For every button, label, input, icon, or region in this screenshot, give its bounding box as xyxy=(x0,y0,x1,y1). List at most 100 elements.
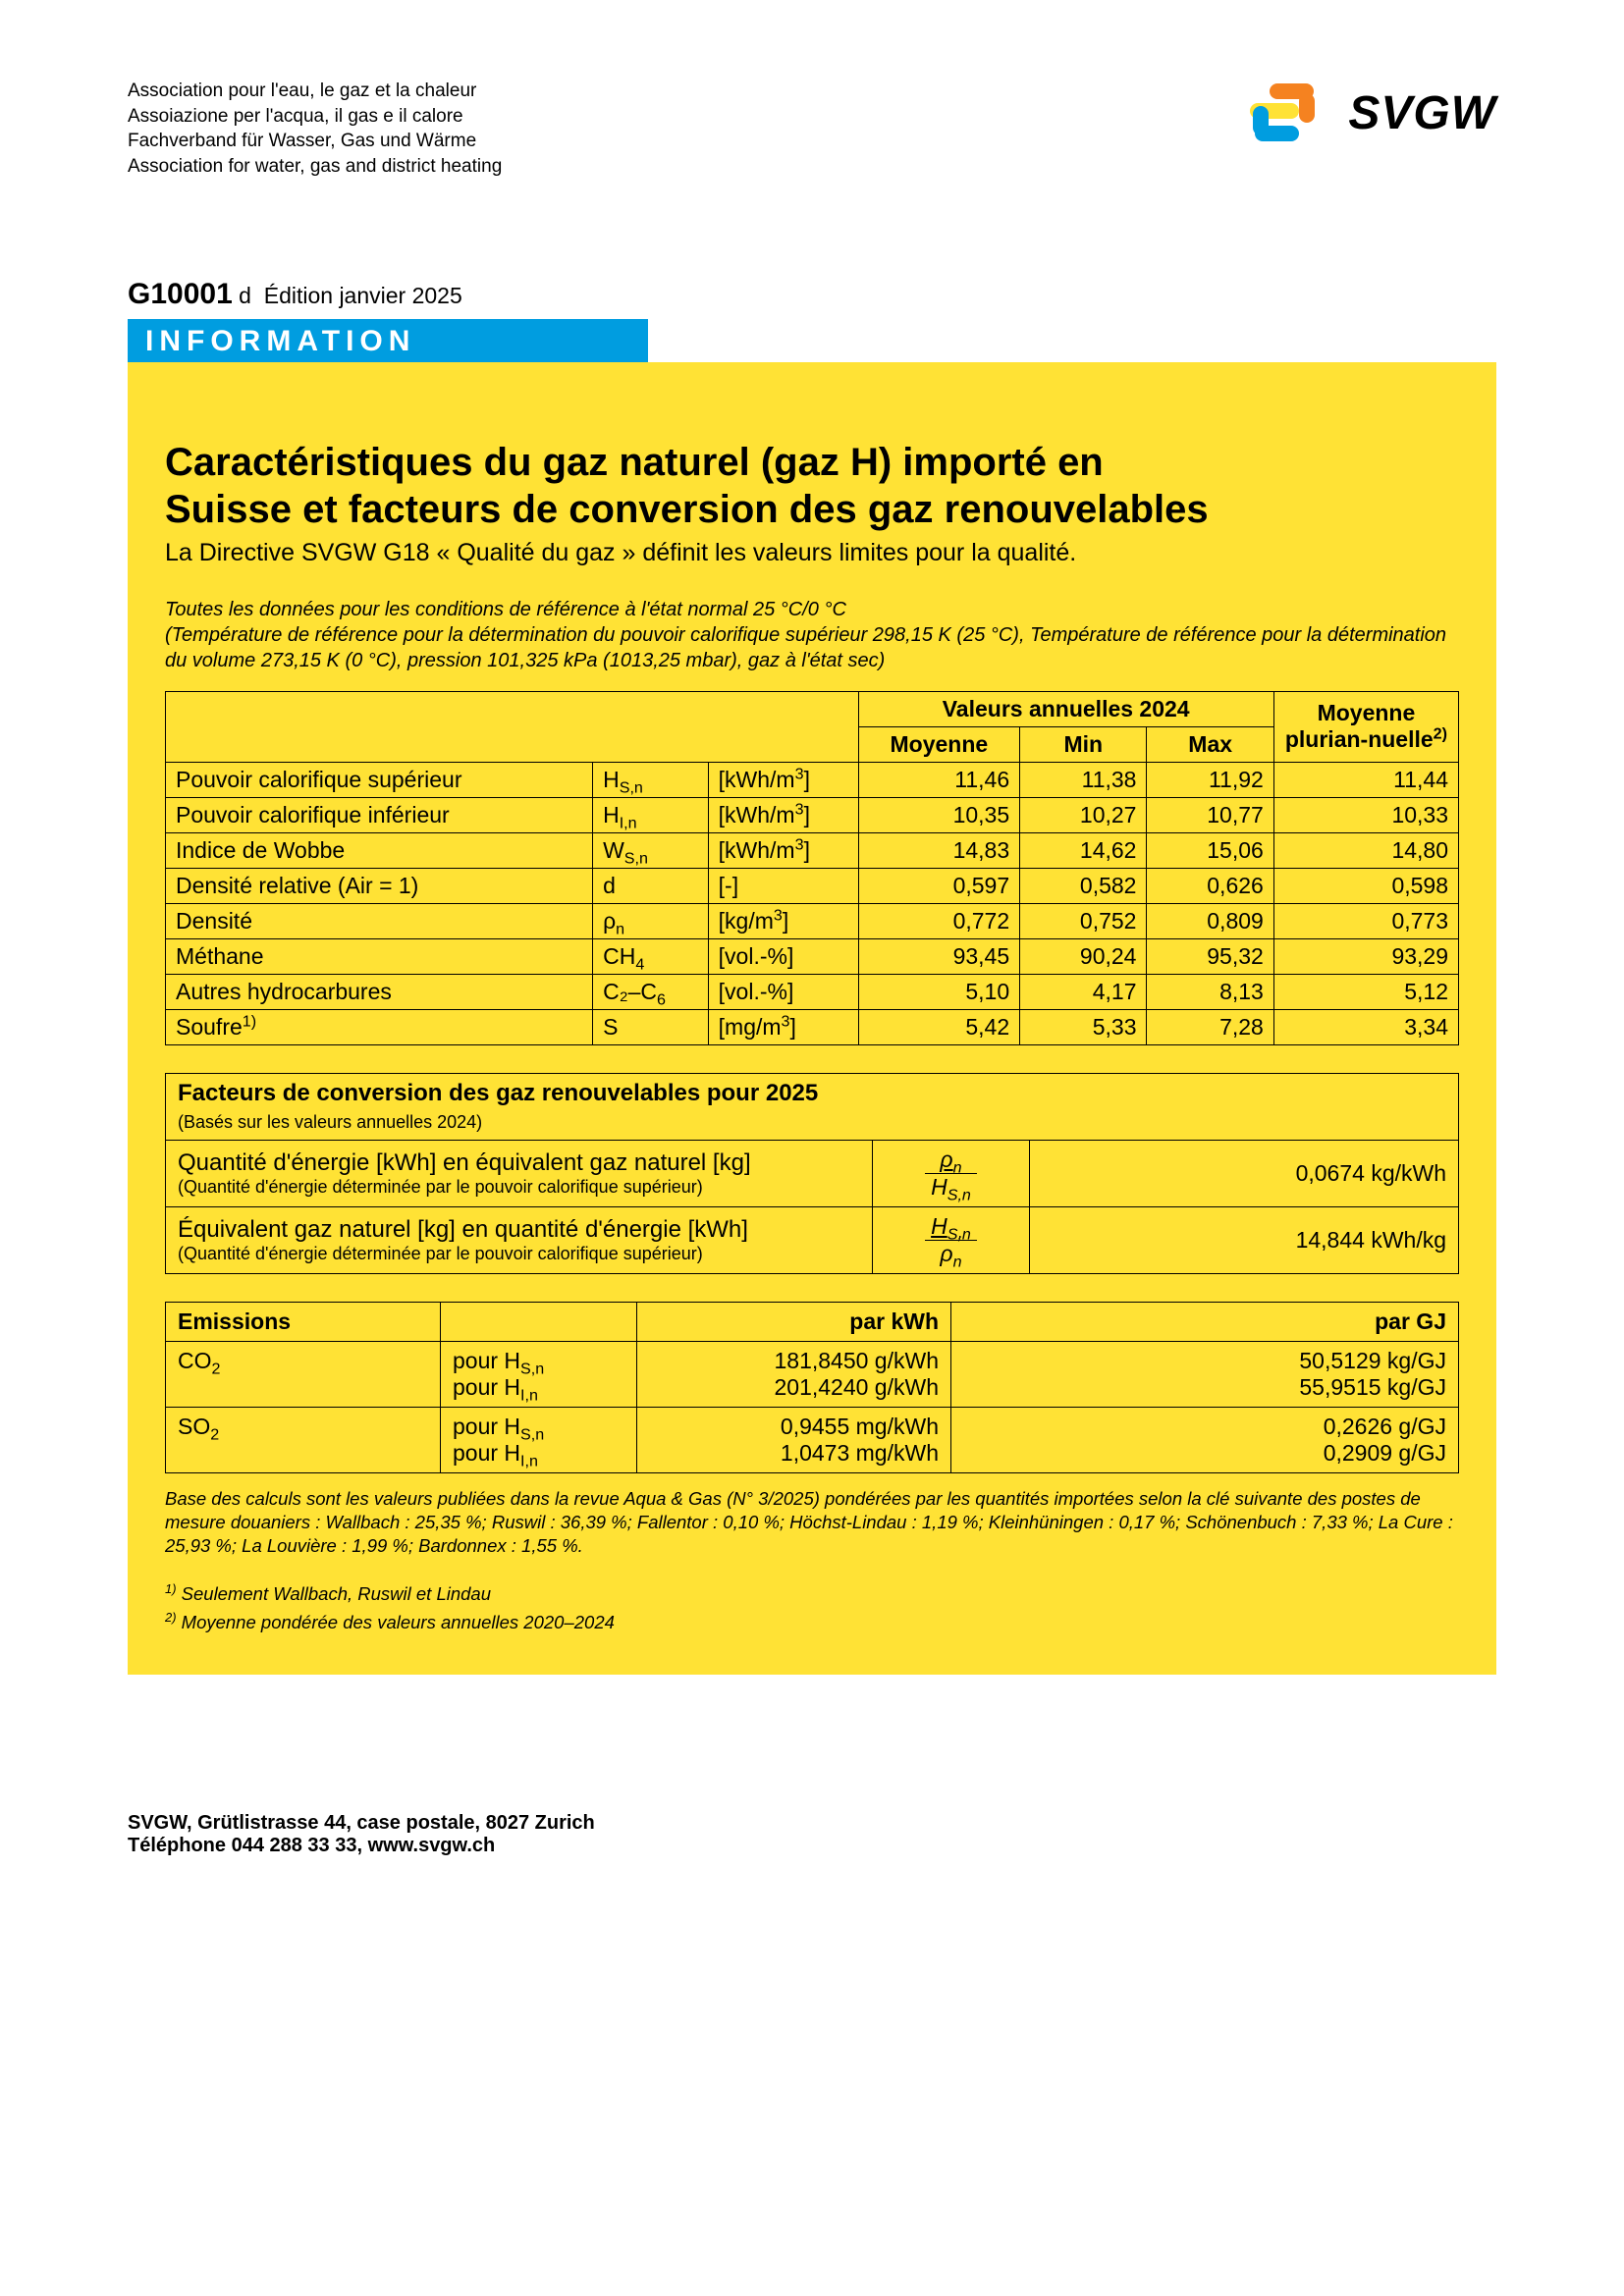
prop-mean: 93,45 xyxy=(858,938,1020,974)
table-row: Soufre1)S[mg/m3]5,425,337,283,34 xyxy=(166,1009,1459,1044)
logo-text: SVGW xyxy=(1348,86,1496,140)
prop-unit: [kWh/m3] xyxy=(708,832,858,868)
emissions-table: Emissions par kWh par GJ CO2pour HS,npou… xyxy=(165,1302,1459,1473)
emis-row: SO2pour HS,npour HI,n0,9455 mg/kWh1,0473… xyxy=(166,1407,1459,1472)
prop-symbol: ρn xyxy=(593,903,709,938)
prop-multi: 11,44 xyxy=(1273,762,1458,797)
prop-label: Autres hydrocarbures xyxy=(166,974,593,1009)
emis-for: pour HS,npour HI,n xyxy=(441,1341,637,1407)
logo: SVGW xyxy=(1235,79,1496,147)
prop-unit: [mg/m3] xyxy=(708,1009,858,1044)
prop-min: 0,752 xyxy=(1020,903,1147,938)
prop-multi: 93,29 xyxy=(1273,938,1458,974)
emis-header-gj: par GJ xyxy=(951,1302,1459,1341)
conv-row: Quantité d'énergie [kWh] en équivalent g… xyxy=(166,1140,1459,1206)
conv-desc: Quantité d'énergie [kWh] en équivalent g… xyxy=(166,1140,873,1206)
prop-label: Indice de Wobbe xyxy=(166,832,593,868)
prop-max: 15,06 xyxy=(1147,832,1273,868)
conv-desc: Équivalent gaz naturel [kg] en quantité … xyxy=(166,1206,873,1273)
prop-mean: 10,35 xyxy=(858,797,1020,832)
header-multi-text: Moyenne plurian-nuelle xyxy=(1285,700,1434,752)
prop-symbol: CH4 xyxy=(593,938,709,974)
table-row: Indice de WobbeWS,n[kWh/m3]14,8314,6215,… xyxy=(166,832,1459,868)
prop-mean: 11,46 xyxy=(858,762,1020,797)
header-row: Association pour l'eau, le gaz et la cha… xyxy=(128,79,1496,180)
conversion-table: Facteurs de conversion des gaz renouvela… xyxy=(165,1073,1459,1274)
emis-gj: 50,5129 kg/GJ55,9515 kg/GJ xyxy=(951,1341,1459,1407)
table-row: Pouvoir calorifique inférieurHI,n[kWh/m3… xyxy=(166,797,1459,832)
header-annual: Valeurs annuelles 2024 xyxy=(858,691,1273,726)
conv-subtitle: (Basés sur les valeurs annuelles 2024) xyxy=(178,1112,482,1132)
prop-unit: [vol.-%] xyxy=(708,974,858,1009)
conv-value: 0,0674 kg/kWh xyxy=(1030,1140,1459,1206)
prop-label: Soufre1) xyxy=(166,1009,593,1044)
prop-min: 11,38 xyxy=(1020,762,1147,797)
yellow-panel: Caractéristiques du gaz naturel (gaz H) … xyxy=(128,362,1496,1675)
prop-symbol: HS,n xyxy=(593,762,709,797)
prop-min: 10,27 xyxy=(1020,797,1147,832)
logo-icon xyxy=(1235,79,1333,147)
doc-number: G10001 xyxy=(128,278,233,310)
emis-header-kwh: par kWh xyxy=(637,1302,951,1341)
table-header-row: Valeurs annuelles 2024 Moyenne plurian-n… xyxy=(166,691,1459,726)
header-mean: Moyenne xyxy=(858,726,1020,762)
emis-label: CO2 xyxy=(166,1341,441,1407)
prop-unit: [-] xyxy=(708,868,858,903)
emis-header-label: Emissions xyxy=(166,1302,441,1341)
prop-label: Densité relative (Air = 1) xyxy=(166,868,593,903)
prop-unit: [kWh/m3] xyxy=(708,797,858,832)
prop-symbol: d xyxy=(593,868,709,903)
table-row: Densitéρn[kg/m3]0,7720,7520,8090,773 xyxy=(166,903,1459,938)
table-row: Densité relative (Air = 1)d[-]0,5970,582… xyxy=(166,868,1459,903)
conv-value: 14,844 kWh/kg xyxy=(1030,1206,1459,1273)
conv-row: Équivalent gaz naturel [kg] en quantité … xyxy=(166,1206,1459,1273)
page-footer: SVGW, Grütlistrasse 44, case postale, 80… xyxy=(128,1812,1496,1857)
table-row: Pouvoir calorifique supérieurHS,n[kWh/m3… xyxy=(166,762,1459,797)
emis-gj: 0,2626 g/GJ0,2909 g/GJ xyxy=(951,1407,1459,1472)
prop-mean: 5,10 xyxy=(858,974,1020,1009)
table-row: MéthaneCH4[vol.-%]93,4590,2495,3293,29 xyxy=(166,938,1459,974)
association-lines: Association pour l'eau, le gaz et la cha… xyxy=(128,79,502,180)
assoc-line: Assoiazione per l'acqua, il gas e il cal… xyxy=(128,104,502,130)
emis-row: CO2pour HS,npour HI,n181,8450 g/kWh201,4… xyxy=(166,1341,1459,1407)
prop-mean: 0,597 xyxy=(858,868,1020,903)
conv-title: Facteurs de conversion des gaz renouvela… xyxy=(178,1080,818,1106)
prop-multi: 0,773 xyxy=(1273,903,1458,938)
emis-kwh: 181,8450 g/kWh201,4240 g/kWh xyxy=(637,1341,951,1407)
doc-edition: Édition janvier 2025 xyxy=(264,283,462,308)
prop-min: 4,17 xyxy=(1020,974,1147,1009)
prop-max: 0,626 xyxy=(1147,868,1273,903)
doc-suffix: d xyxy=(239,283,251,308)
title-line: Suisse et facteurs de conversion des gaz… xyxy=(165,488,1209,531)
conv-title-row: Facteurs de conversion des gaz renouvela… xyxy=(166,1073,1459,1140)
emis-for: pour HS,npour HI,n xyxy=(441,1407,637,1472)
footnote-2-text: Moyenne pondérée des valeurs annuelles 2… xyxy=(182,1612,615,1632)
prop-multi: 0,598 xyxy=(1273,868,1458,903)
assoc-line: Association for water, gas and district … xyxy=(128,154,502,180)
prop-min: 90,24 xyxy=(1020,938,1147,974)
prop-symbol: WS,n xyxy=(593,832,709,868)
footnote-1: 1) Seulement Wallbach, Ruswil et Lindau xyxy=(165,1579,1459,1609)
header-min: Min xyxy=(1020,726,1147,762)
prop-max: 7,28 xyxy=(1147,1009,1273,1044)
prop-min: 0,582 xyxy=(1020,868,1147,903)
footer-line: Téléphone 044 288 33 33, www.svgw.ch xyxy=(128,1835,1496,1857)
prop-symbol: C₂–C6 xyxy=(593,974,709,1009)
prop-unit: [kg/m3] xyxy=(708,903,858,938)
title-line: Caractéristiques du gaz naturel (gaz H) … xyxy=(165,441,1104,484)
emis-kwh: 0,9455 mg/kWh1,0473 mg/kWh xyxy=(637,1407,951,1472)
header-multi: Moyenne plurian-nuelle2) xyxy=(1273,691,1458,762)
header-blank xyxy=(166,691,859,762)
conv-title-cell: Facteurs de conversion des gaz renouvela… xyxy=(166,1073,1459,1140)
prop-label: Méthane xyxy=(166,938,593,974)
prop-max: 8,13 xyxy=(1147,974,1273,1009)
note-line: Toutes les données pour les conditions d… xyxy=(165,599,846,620)
main-title: Caractéristiques du gaz naturel (gaz H) … xyxy=(165,362,1459,533)
prop-multi: 14,80 xyxy=(1273,832,1458,868)
assoc-line: Association pour l'eau, le gaz et la cha… xyxy=(128,79,502,104)
note-line: (Température de référence pour la déterm… xyxy=(165,624,1446,671)
prop-symbol: S xyxy=(593,1009,709,1044)
table-row: Autres hydrocarburesC₂–C6[vol.-%]5,104,1… xyxy=(166,974,1459,1009)
prop-multi: 10,33 xyxy=(1273,797,1458,832)
prop-mean: 14,83 xyxy=(858,832,1020,868)
